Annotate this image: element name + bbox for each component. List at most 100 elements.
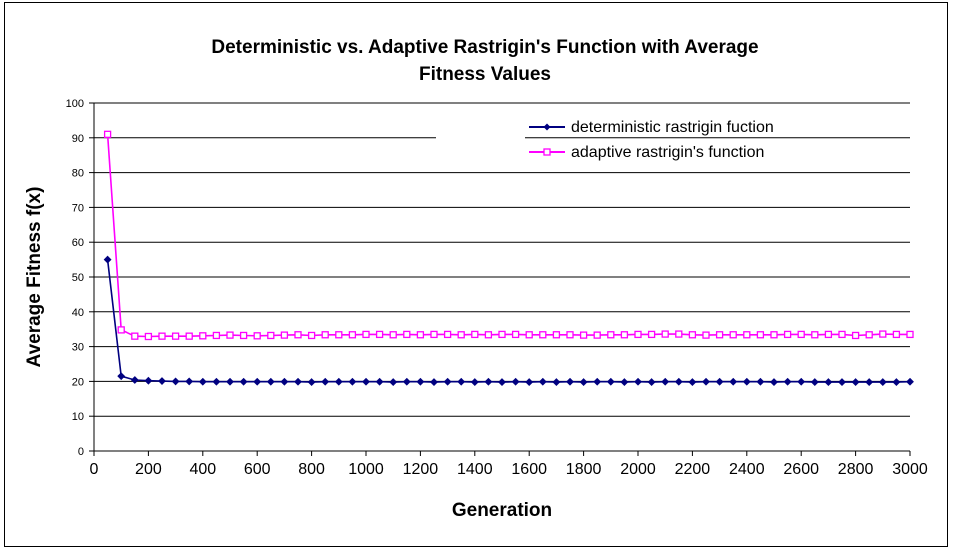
point-deterministic (171, 377, 180, 386)
point-adaptive (457, 331, 465, 339)
point-adaptive (715, 331, 724, 339)
point-adaptive (647, 330, 656, 339)
point-deterministic (389, 378, 398, 387)
point-deterministic (375, 377, 384, 386)
point-adaptive (158, 332, 166, 340)
point-adaptive (239, 331, 248, 340)
point-adaptive (253, 332, 261, 340)
point-adaptive (865, 331, 873, 339)
point-adaptive (702, 331, 710, 339)
point-deterministic (348, 377, 357, 386)
point-deterministic (280, 377, 289, 386)
point-adaptive (117, 326, 125, 334)
x-tick-label: 2600 (783, 461, 819, 478)
point-adaptive (552, 331, 561, 339)
y-tick-labels: 0 10 20 30 40 50 60 70 80 90 100 (66, 98, 84, 458)
y-tick-label: 40 (72, 307, 84, 319)
x-tick-label: 2000 (620, 461, 656, 478)
point-adaptive (892, 330, 901, 339)
point-deterministic (239, 377, 248, 386)
point-deterministic (742, 377, 751, 386)
point-deterministic (647, 378, 656, 387)
y-tick-label: 80 (72, 168, 84, 180)
point-adaptive (131, 332, 139, 340)
point-adaptive (348, 331, 357, 339)
point-adaptive (403, 330, 411, 339)
point-deterministic (702, 377, 710, 386)
point-deterministic (566, 377, 574, 386)
point-deterministic (634, 377, 642, 386)
x-tick-label: 3000 (892, 461, 928, 478)
point-adaptive (144, 332, 153, 341)
point-adaptive (212, 331, 221, 340)
point-adaptive (539, 331, 547, 339)
x-tick-label: 2200 (675, 461, 711, 478)
point-adaptive (443, 330, 452, 339)
point-deterministic (212, 377, 221, 386)
x-tick-label: 600 (244, 461, 271, 478)
point-deterministic (593, 377, 602, 386)
point-adaptive (634, 330, 642, 339)
legend-label-deterministic: deterministic rastrigin fuction (571, 119, 774, 136)
point-deterministic (756, 377, 765, 386)
point-adaptive (607, 331, 615, 339)
point-deterministic (715, 377, 724, 386)
point-deterministic (103, 255, 112, 264)
point-deterministic (185, 377, 194, 386)
point-adaptive (743, 331, 751, 339)
point-deterministic (457, 377, 466, 386)
point-adaptive (525, 331, 533, 339)
x-tick-label: 1800 (566, 461, 602, 478)
point-deterministic (688, 378, 697, 387)
y-axis-title: Average Fitness f(x) (24, 187, 45, 368)
point-deterministic (416, 377, 425, 386)
point-adaptive (280, 331, 289, 339)
point-deterministic (892, 378, 901, 387)
point-adaptive (362, 330, 370, 339)
point-deterministic (158, 377, 166, 385)
point-deterministic (470, 378, 479, 387)
x-tick-label: 200 (135, 461, 162, 478)
y-tick-label: 90 (72, 133, 84, 145)
point-adaptive (267, 331, 275, 340)
point-deterministic (362, 377, 370, 386)
point-deterministic (579, 378, 588, 387)
point-deterministic (661, 377, 670, 386)
point-deterministic (511, 377, 520, 386)
point-adaptive (416, 331, 425, 339)
point-adaptive (185, 332, 193, 340)
x-tick-labels: 0 200 400 600 800 1000 1200 1400 1600 1800 2000 220… (90, 461, 928, 478)
point-deterministic (770, 378, 778, 387)
x-tick-label: 400 (189, 461, 216, 478)
point-adaptive (661, 330, 669, 338)
point-adaptive (171, 332, 180, 340)
point-deterministic (824, 378, 833, 387)
point-deterministic (253, 377, 262, 386)
point-deterministic (525, 378, 534, 387)
point-adaptive (797, 330, 805, 339)
axes (89, 102, 911, 456)
y-tick-label: 30 (72, 342, 84, 354)
x-tick-label: 0 (90, 461, 99, 478)
x-axis-title: Generation (452, 500, 552, 521)
point-adaptive (375, 330, 384, 339)
point-adaptive (811, 331, 819, 339)
point-deterministic (402, 377, 411, 386)
point-adaptive (783, 330, 792, 339)
point-deterministic (878, 378, 887, 387)
legend-marker-deterministic (543, 123, 551, 131)
point-adaptive (620, 331, 629, 339)
x-tick-label: 1400 (457, 461, 493, 478)
point-adaptive (307, 331, 316, 340)
point-deterministic (430, 378, 438, 387)
point-adaptive (199, 332, 207, 340)
point-adaptive (430, 330, 438, 339)
point-deterministic (538, 377, 547, 386)
point-adaptive (838, 330, 846, 339)
x-tick-label: 1600 (511, 461, 547, 478)
point-deterministic (130, 376, 139, 384)
chart-title-line-1: Deterministic vs. Adaptive Rastrigin's F… (211, 37, 758, 58)
point-deterministic (729, 377, 738, 386)
x-tick-label: 1000 (348, 461, 384, 478)
legend: deterministic rastrigin fuction adaptive… (436, 119, 774, 161)
